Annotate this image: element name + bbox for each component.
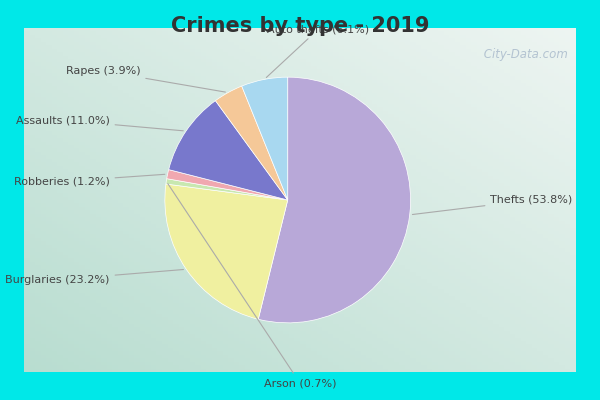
Wedge shape	[258, 77, 410, 323]
Wedge shape	[215, 86, 288, 200]
Wedge shape	[167, 170, 288, 200]
Wedge shape	[169, 101, 288, 200]
Wedge shape	[166, 179, 288, 200]
Text: Crimes by type - 2019: Crimes by type - 2019	[171, 16, 429, 36]
Text: City-Data.com: City-Data.com	[480, 48, 568, 61]
Text: Rapes (3.9%): Rapes (3.9%)	[65, 66, 226, 92]
Text: Auto thefts (6.1%): Auto thefts (6.1%)	[266, 24, 370, 78]
Text: Burglaries (23.2%): Burglaries (23.2%)	[5, 270, 184, 285]
Text: Robberies (1.2%): Robberies (1.2%)	[14, 174, 165, 186]
Text: Thefts (53.8%): Thefts (53.8%)	[412, 195, 572, 214]
Text: Arson (0.7%): Arson (0.7%)	[168, 184, 336, 388]
Text: Assaults (11.0%): Assaults (11.0%)	[16, 115, 183, 131]
Wedge shape	[242, 77, 288, 200]
Wedge shape	[165, 184, 288, 319]
